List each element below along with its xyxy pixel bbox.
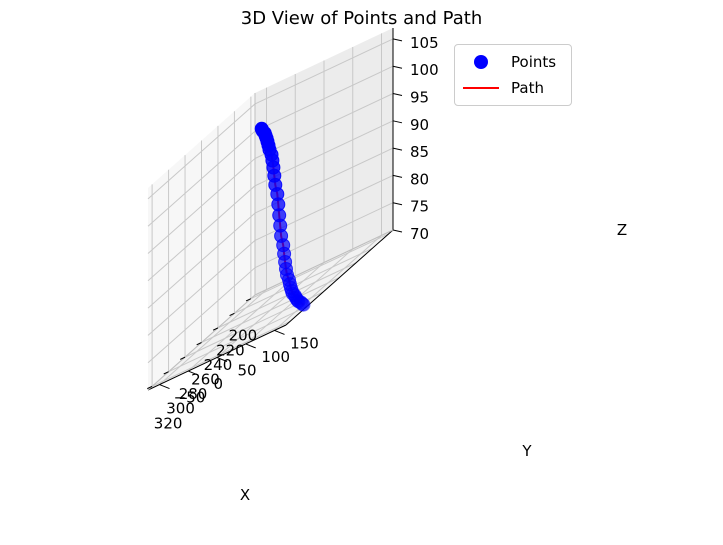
grid-line-z <box>254 93 394 159</box>
z-tick-label: 80 <box>410 170 429 188</box>
pane-edge <box>254 229 394 296</box>
legend: Points Path <box>454 44 572 106</box>
grid-line-z <box>147 103 256 200</box>
y-axis-label: Y <box>521 442 532 460</box>
x-tick-label: 220 <box>216 341 245 359</box>
x-tick-label: 300 <box>166 400 195 418</box>
x-tick-label: 280 <box>179 385 208 403</box>
y-tick-mark <box>188 370 199 376</box>
y-tick-label: 0 <box>213 375 223 393</box>
legend-label-points: Points <box>511 53 557 71</box>
grid-line-y <box>159 289 267 385</box>
z-tick-mark <box>392 120 403 124</box>
y-tick-label: 100 <box>261 348 290 366</box>
z-tick-mark <box>392 229 403 233</box>
z-tick-label: 105 <box>410 34 439 52</box>
y-tick-label: −50 <box>174 389 206 407</box>
x-tick-mark <box>212 327 219 331</box>
z-tick-mark <box>392 65 403 69</box>
grid-line-z <box>147 185 256 282</box>
tick-labels: 200220240260280300320−500501001507075808… <box>147 34 439 432</box>
z-tick-mark <box>392 174 403 178</box>
x-tick-label: 260 <box>191 371 220 389</box>
grid-lines <box>147 33 394 391</box>
y-tick-label: 50 <box>237 362 256 380</box>
data-point <box>296 297 311 312</box>
grid-line-z <box>147 267 256 364</box>
z-tick-mark <box>392 147 403 151</box>
x-tick-mark <box>196 342 202 346</box>
grid-line-z <box>147 240 256 336</box>
x-tick-label: 320 <box>154 414 183 432</box>
z-tick-label: 90 <box>410 116 429 134</box>
grid-line-z <box>254 38 394 105</box>
z-tick-mark <box>392 38 403 42</box>
grid-line-z <box>254 65 394 132</box>
data-series <box>254 121 311 312</box>
legend-item-path: Path <box>455 76 571 100</box>
z-tick-mark <box>392 93 403 97</box>
z-tick-label: 85 <box>410 143 429 161</box>
grid-line-z <box>147 158 256 254</box>
y-tick-mark <box>159 384 170 390</box>
legend-item-points: Points <box>455 50 571 74</box>
y-tick-mark <box>245 343 256 349</box>
legend-marker-path <box>463 87 499 89</box>
grid-line-y <box>187 275 296 372</box>
grid-line-y <box>216 262 325 358</box>
grid-line-y <box>274 235 382 331</box>
y-tick-mark <box>274 329 285 335</box>
x-tick-mark <box>229 312 235 316</box>
data-point <box>295 297 310 312</box>
x-tick-label: 200 <box>229 327 258 345</box>
z-axis-label: Z <box>617 221 627 239</box>
legend-marker-points <box>474 55 488 69</box>
x-tick-mark <box>163 371 169 375</box>
z-tick-label: 95 <box>410 89 429 107</box>
grid-line-z <box>147 212 256 309</box>
grid-line-z <box>147 130 256 227</box>
y-tick-mark <box>216 357 228 362</box>
x-tick-mark <box>147 385 153 390</box>
x-axis-label: X <box>240 486 250 504</box>
z-tick-mark <box>392 202 403 206</box>
chart-title: 3D View of Points and Path <box>240 8 483 29</box>
x-tick-mark <box>179 356 186 360</box>
z-tick-label: 100 <box>410 61 439 79</box>
y-tick-label: 150 <box>290 334 319 352</box>
x-tick-mark <box>245 298 252 302</box>
z-tick-label: 75 <box>410 198 429 216</box>
data-point <box>293 295 308 310</box>
z-tick-label: 70 <box>410 225 429 243</box>
legend-label-path: Path <box>511 79 544 97</box>
